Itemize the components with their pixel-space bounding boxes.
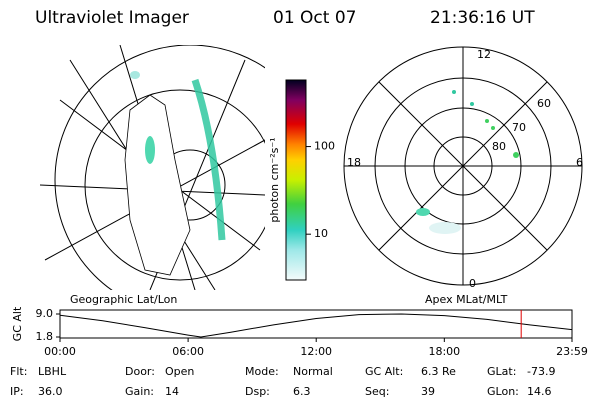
x-tick-label: 00:00	[44, 345, 76, 358]
polar-plot	[343, 46, 583, 286]
geo-label: Geographic Lat/Lon	[70, 293, 177, 306]
colorbar-tick-label: 10	[314, 227, 328, 240]
field-value: 14.6	[527, 385, 552, 398]
field-label: Door:	[125, 365, 155, 378]
x-tick-label: 06:00	[172, 345, 204, 358]
colorbar-frame	[285, 79, 307, 281]
lat-label: 70	[512, 121, 526, 134]
altitude-line	[59, 313, 573, 338]
hour-label: 0	[469, 277, 476, 290]
field-value: Normal	[293, 365, 333, 378]
globe	[40, 45, 265, 290]
x-tick-label: 23:59	[556, 345, 588, 358]
field-label: GLat:	[487, 365, 516, 378]
field-label: Flt:	[10, 365, 27, 378]
field-value: Open	[165, 365, 194, 378]
colorbar-tick-label: 100	[314, 140, 335, 153]
lat-label: 80	[492, 140, 506, 153]
colorbar	[286, 80, 306, 280]
field-label: IP:	[10, 385, 24, 398]
x-tick-label: 12:00	[300, 345, 332, 358]
hour-label: 6	[576, 156, 583, 169]
y-label: GC Alt	[11, 306, 24, 341]
field-label: Mode:	[245, 365, 279, 378]
apex-label: Apex MLat/MLT	[425, 293, 508, 306]
field-value: 14	[165, 385, 179, 398]
colorbar-label: photon cm⁻²s⁻¹	[268, 137, 281, 222]
field-value: 6.3	[293, 385, 311, 398]
date: 01 Oct 07	[273, 8, 356, 28]
field-value: 39	[421, 385, 435, 398]
title: Ultraviolet Imager	[35, 8, 189, 28]
field-label: GC Alt:	[365, 365, 403, 378]
time: 21:36:16 UT	[430, 8, 535, 28]
field-label: Dsp:	[245, 385, 270, 398]
x-tick-label: 18:00	[428, 345, 460, 358]
field-label: Gain:	[125, 385, 154, 398]
y-tick-label: 9.0	[36, 307, 54, 320]
field-value: LBHL	[38, 365, 67, 378]
field-value: 6.3 Re	[421, 365, 456, 378]
hour-label: 12	[477, 48, 491, 61]
hour-label: 18	[347, 156, 361, 169]
lat-label: 60	[537, 97, 551, 110]
field-label: GLon:	[487, 385, 519, 398]
field-value: -73.9	[527, 365, 555, 378]
field-label: Seq:	[365, 385, 389, 398]
y-tick-label: 1.8	[36, 330, 54, 343]
field-value: 36.0	[38, 385, 63, 398]
alt-frame	[59, 309, 573, 339]
